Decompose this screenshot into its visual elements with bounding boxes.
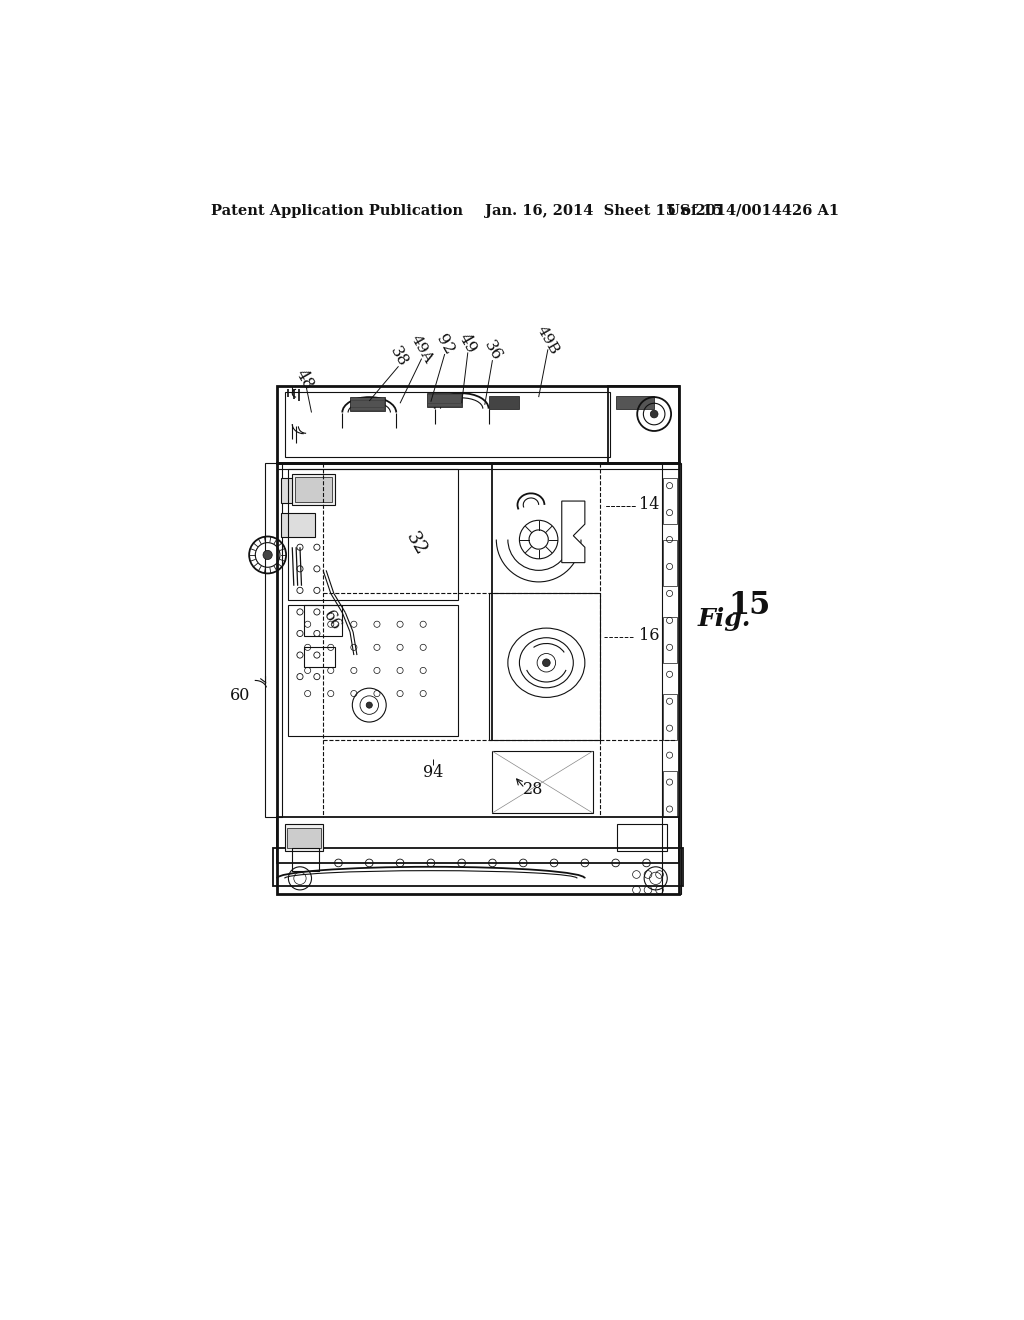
Bar (664, 540, 677, 586)
Bar (662, 462, 681, 894)
Bar (664, 616, 677, 663)
Text: 49B: 49B (535, 323, 561, 356)
Bar (287, 828, 321, 849)
Text: 38: 38 (386, 345, 411, 370)
Bar (664, 771, 677, 817)
Bar (285, 825, 323, 851)
Bar (304, 605, 342, 636)
Bar (488, 594, 600, 739)
Bar (488, 396, 519, 409)
Bar (289, 469, 458, 599)
Text: 48: 48 (292, 367, 317, 392)
Circle shape (543, 659, 550, 667)
Bar (292, 474, 335, 506)
Text: 94: 94 (423, 764, 443, 781)
Bar (273, 847, 683, 886)
Bar (493, 751, 593, 813)
Bar (265, 462, 283, 817)
Bar (281, 512, 315, 537)
Text: 60: 60 (229, 688, 250, 705)
Text: Fig.: Fig. (697, 607, 751, 631)
Bar (276, 385, 679, 462)
Text: 32: 32 (401, 528, 429, 558)
Bar (664, 478, 677, 524)
Text: 36: 36 (480, 338, 505, 364)
Bar (292, 847, 319, 871)
Text: 49: 49 (456, 330, 480, 356)
Text: 16: 16 (639, 627, 659, 644)
Bar (285, 392, 609, 457)
Bar (427, 393, 462, 407)
Bar (664, 693, 677, 739)
Circle shape (650, 411, 658, 418)
Bar (276, 817, 679, 863)
Bar (617, 825, 668, 851)
Text: 15: 15 (728, 590, 770, 620)
Bar (281, 478, 315, 503)
Bar (292, 847, 319, 871)
Bar (350, 397, 385, 411)
Text: 49A: 49A (408, 333, 435, 366)
Text: 14: 14 (639, 496, 659, 513)
Bar (289, 605, 458, 737)
Bar (276, 462, 679, 894)
Circle shape (367, 702, 373, 709)
Bar (608, 385, 679, 462)
Text: Patent Application Publication: Patent Application Publication (211, 203, 464, 218)
Bar (304, 647, 335, 667)
Text: 66: 66 (319, 607, 345, 634)
Text: Jan. 16, 2014  Sheet 15 of 15: Jan. 16, 2014 Sheet 15 of 15 (484, 203, 723, 218)
Text: US 2014/0014426 A1: US 2014/0014426 A1 (667, 203, 839, 218)
Polygon shape (562, 502, 585, 562)
Circle shape (263, 550, 272, 560)
Text: 92: 92 (432, 331, 457, 358)
Text: 28: 28 (523, 781, 544, 799)
Bar (615, 396, 654, 409)
Bar (295, 478, 332, 502)
